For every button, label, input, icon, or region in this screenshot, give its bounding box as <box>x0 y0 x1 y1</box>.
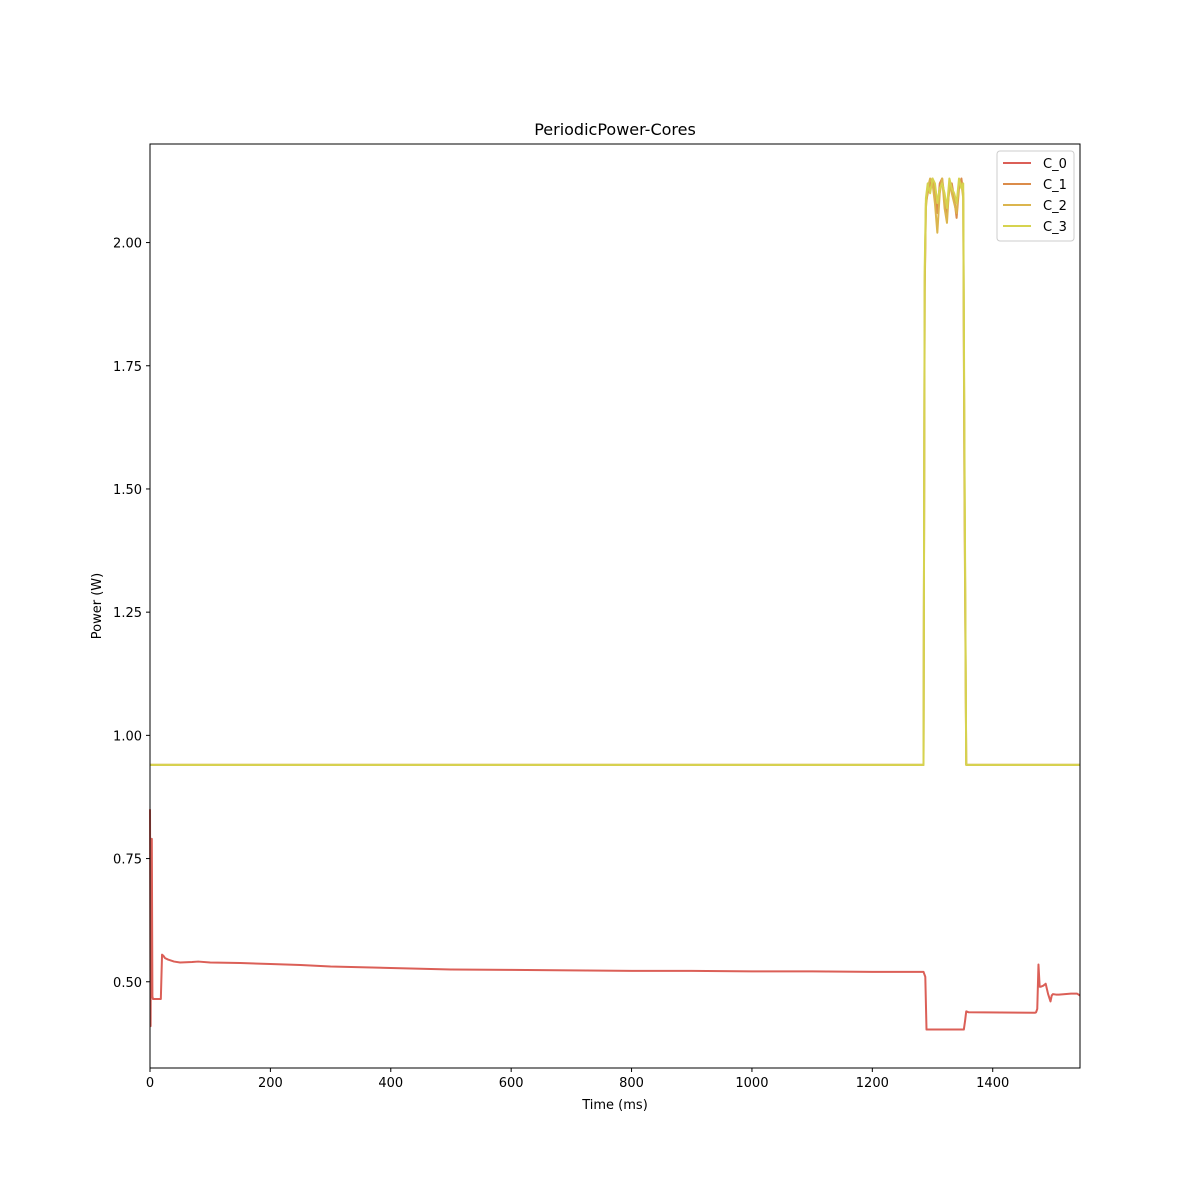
x-tick-label: 800 <box>619 1076 644 1091</box>
chart-title: PeriodicPower-Cores <box>534 120 696 139</box>
x-axis-label: Time (ms) <box>581 1098 648 1113</box>
x-tick-label: 1400 <box>976 1076 1009 1091</box>
series-line-C_3 <box>150 177 1080 766</box>
x-tick-label: 1200 <box>856 1076 889 1091</box>
legend-label-C_3: C_3 <box>1043 220 1067 235</box>
legend-label-C_1: C_1 <box>1043 178 1067 193</box>
series-layer <box>149 177 1081 1031</box>
x-tick-label: 1000 <box>735 1076 768 1091</box>
y-tick-label: 1.50 <box>113 483 142 498</box>
series-line-C_0 <box>149 809 1081 1031</box>
legend-label-C_0: C_0 <box>1043 157 1067 172</box>
x-tick-label: 400 <box>378 1076 403 1091</box>
x-tick-label: 600 <box>499 1076 524 1091</box>
x-tick-label: 0 <box>146 1076 154 1091</box>
y-tick-label: 0.50 <box>113 976 142 991</box>
legend-label-C_2: C_2 <box>1043 199 1067 214</box>
plot-background <box>150 144 1080 1068</box>
y-axis: 0.50 0.75 1.00 1.25 1.50 1.75 2.00 <box>113 237 150 991</box>
x-axis: 0 200 400 600 800 1000 1200 1400 <box>146 1068 1009 1091</box>
y-tick-label: 2.00 <box>113 237 142 252</box>
y-tick-label: 1.75 <box>113 360 142 375</box>
plot-frame <box>149 143 1081 1069</box>
y-tick-label: 1.00 <box>113 729 142 744</box>
plot-area <box>149 143 1081 1069</box>
legend-box <box>996 150 1075 242</box>
legend: C_0 C_1 C_2 C_3 <box>996 150 1075 242</box>
y-tick-label: 1.25 <box>113 606 142 621</box>
y-axis-label: Power (W) <box>90 573 105 639</box>
y-tick-label: 0.75 <box>113 853 142 868</box>
x-tick-label: 200 <box>258 1076 283 1091</box>
